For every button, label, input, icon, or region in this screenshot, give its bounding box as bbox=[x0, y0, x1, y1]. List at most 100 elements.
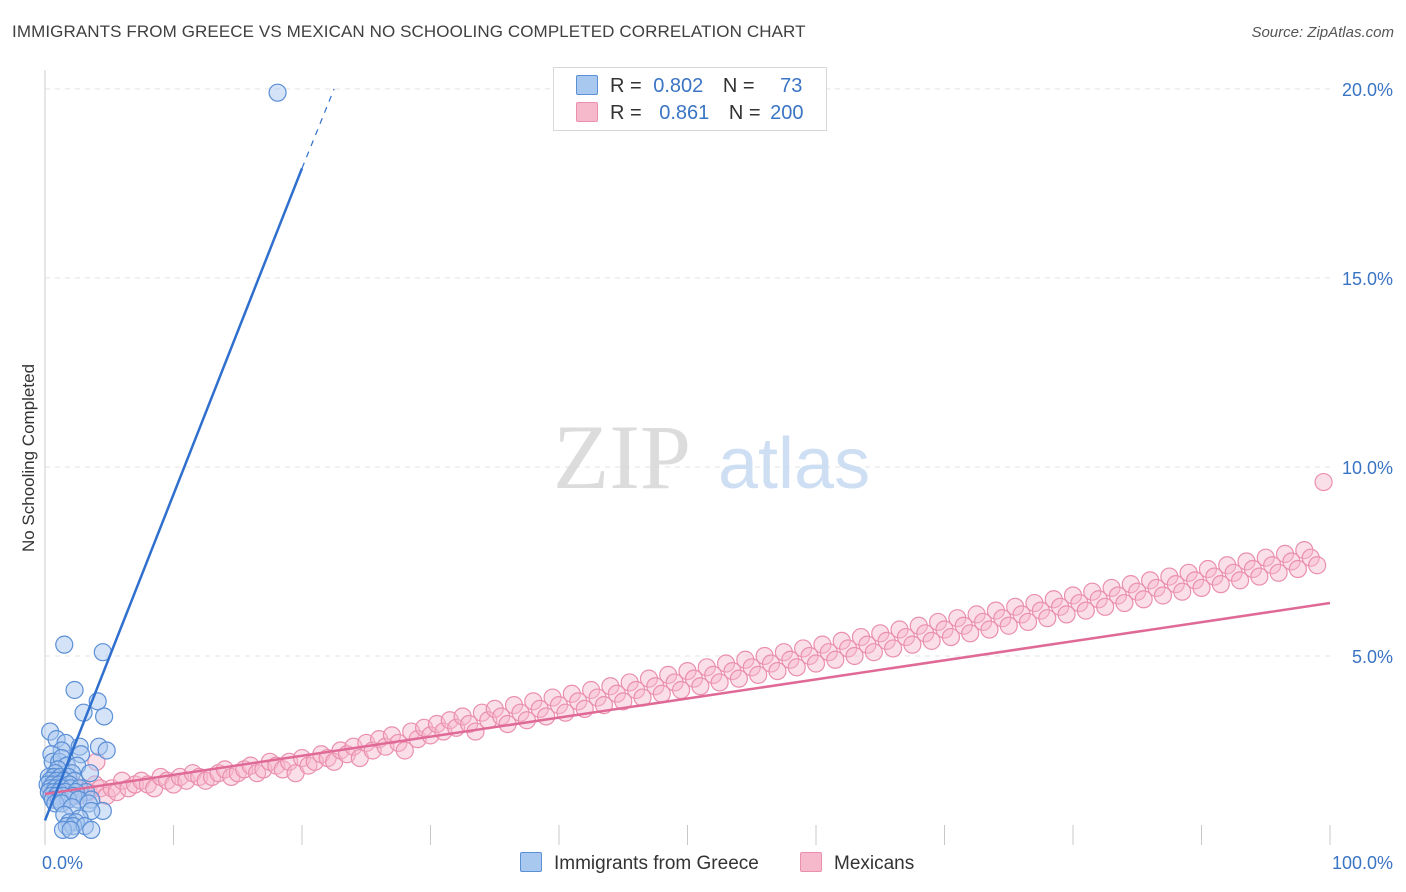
greece-r-value: 0.802 bbox=[653, 75, 704, 97]
mexicans-point bbox=[1250, 567, 1269, 586]
mexicans-point bbox=[909, 616, 928, 635]
mexicans-swatch bbox=[576, 102, 598, 122]
mexicans-point bbox=[665, 673, 684, 692]
mexicans-point bbox=[1269, 563, 1288, 582]
mexicans-points bbox=[42, 472, 1333, 809]
mexicans-point bbox=[543, 688, 562, 707]
mexicans-trend-line bbox=[44, 601, 1331, 796]
mexicans-point bbox=[1076, 601, 1095, 620]
mexicans-point bbox=[774, 643, 793, 662]
mexicans-n-label: N = bbox=[728, 102, 761, 124]
bottom-greece-swatch bbox=[520, 852, 542, 872]
mexicans-point bbox=[858, 635, 877, 654]
mexicans-r-value: 0.861 bbox=[659, 102, 710, 124]
mexicans-point bbox=[704, 665, 723, 684]
greece-point bbox=[55, 635, 74, 654]
bottom-mexicans-swatch bbox=[800, 852, 822, 872]
mexicans-point bbox=[1198, 559, 1218, 579]
mexicans-point bbox=[1108, 586, 1128, 605]
mexicans-point bbox=[1314, 472, 1333, 492]
x-tick-label: 100.0% bbox=[1332, 853, 1393, 873]
greece-n-value: 73 bbox=[780, 75, 803, 97]
greece-swatch bbox=[576, 75, 598, 95]
mexicans-point bbox=[1121, 575, 1140, 594]
mexicans-point bbox=[588, 688, 607, 707]
mexicans-point bbox=[639, 669, 659, 688]
mexicans-point bbox=[1128, 582, 1147, 601]
gridlines bbox=[45, 88, 1330, 657]
mexicans-point bbox=[549, 696, 569, 715]
mexicans-point bbox=[749, 665, 768, 684]
bottom-legend-greece: Immigrants from Greece bbox=[520, 852, 759, 875]
watermark-atlas: atlas bbox=[718, 424, 870, 504]
greece-point bbox=[95, 707, 114, 726]
mexicans-point bbox=[1295, 541, 1314, 560]
mexicans-point bbox=[736, 650, 755, 669]
mexicans-point bbox=[678, 661, 697, 681]
mexicans-point bbox=[1063, 586, 1083, 605]
mexicans-point bbox=[659, 665, 678, 684]
mexicans-point bbox=[607, 684, 626, 703]
mexicans-point bbox=[614, 692, 633, 711]
mexicans-point bbox=[935, 620, 954, 639]
mexicans-point bbox=[1147, 578, 1166, 598]
greece-point bbox=[82, 820, 101, 839]
mexicans-point bbox=[954, 616, 973, 635]
bottom-legend-mexicans: Mexicans bbox=[800, 852, 914, 875]
mexicans-point bbox=[1166, 575, 1185, 594]
greece-point bbox=[268, 83, 287, 102]
greece-point bbox=[80, 764, 100, 783]
legend-row-greece: R = 0.802 N = 73 bbox=[576, 75, 802, 99]
mexicans-point bbox=[768, 661, 787, 681]
greece-n-label: N = bbox=[722, 75, 755, 97]
chart-title: IMMIGRANTS FROM GREECE VS MEXICAN NO SCH… bbox=[12, 22, 806, 41]
mexicans-point bbox=[1263, 556, 1282, 575]
y-tick-label: 20.0% bbox=[1342, 80, 1393, 100]
mexicans-point bbox=[504, 696, 524, 715]
mexicans-point bbox=[684, 669, 704, 688]
mexicans-point bbox=[1243, 559, 1263, 579]
mexicans-point bbox=[883, 639, 903, 658]
mexicans-point bbox=[569, 692, 588, 711]
y-tick-label: 5.0% bbox=[1352, 647, 1393, 667]
mexicans-point bbox=[1006, 597, 1025, 616]
mexicans-point bbox=[1025, 593, 1044, 613]
mexicans-point bbox=[1051, 597, 1070, 616]
mexicans-point bbox=[459, 714, 479, 734]
mexicans-point bbox=[1218, 556, 1237, 575]
mexicans-point bbox=[646, 677, 665, 696]
mexicans-point bbox=[530, 699, 549, 719]
mexicans-point bbox=[1230, 571, 1250, 590]
mexicans-point bbox=[1185, 571, 1205, 590]
mexicans-point bbox=[961, 624, 980, 643]
mexicans-point bbox=[1044, 590, 1063, 609]
mexicans-point bbox=[691, 677, 710, 696]
mexicans-r-label: R = bbox=[610, 102, 642, 124]
mexicans-point bbox=[1173, 582, 1192, 601]
mexicans-point bbox=[1301, 548, 1320, 567]
mexicans-point bbox=[524, 692, 543, 711]
mexicans-point bbox=[1237, 552, 1256, 571]
mexicans-point bbox=[839, 639, 858, 658]
mexicans-point bbox=[1012, 605, 1031, 624]
correlation-legend: R = 0.802 N = 73 R = 0.861 N = 200 bbox=[553, 67, 827, 131]
mexicans-point bbox=[1140, 571, 1160, 590]
mexicans-point bbox=[794, 639, 813, 658]
legend-row-mexicans: R = 0.861 N = 200 bbox=[576, 102, 804, 126]
mexicans-point bbox=[1096, 597, 1115, 616]
mexicans-point bbox=[845, 646, 864, 666]
mexicans-point bbox=[1153, 586, 1173, 605]
mexicans-point bbox=[716, 654, 736, 673]
mexicans-point bbox=[1089, 590, 1108, 609]
mexicans-point bbox=[697, 658, 716, 677]
mexicans-point bbox=[806, 654, 826, 673]
mexicans-point bbox=[1179, 563, 1198, 582]
mexicans-point bbox=[800, 646, 819, 666]
mexicans-point bbox=[453, 707, 472, 726]
greece-r-label: R = bbox=[610, 75, 642, 97]
mexicans-point bbox=[999, 616, 1018, 635]
bottom-greece-label: Immigrants from Greece bbox=[554, 853, 759, 874]
bottom-mexicans-label: Mexicans bbox=[834, 853, 915, 874]
mexicans-point bbox=[890, 620, 909, 639]
